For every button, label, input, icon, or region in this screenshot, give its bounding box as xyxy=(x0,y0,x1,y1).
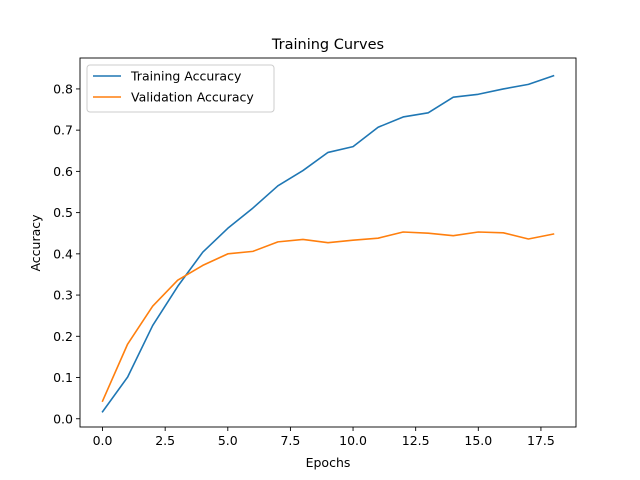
plot-frame xyxy=(79,57,577,428)
y-axis-label: Accuracy xyxy=(28,214,43,272)
y-tick-label: 0.6 xyxy=(53,164,73,179)
x-tick-label: 17.5 xyxy=(527,433,555,448)
x-tick-label: 0.0 xyxy=(93,433,113,448)
x-tick-label: 15.0 xyxy=(464,433,492,448)
y-tick-label: 0.3 xyxy=(53,288,73,303)
x-tick-label: 7.5 xyxy=(280,433,300,448)
x-tick-label: 5.0 xyxy=(218,433,238,448)
y-tick-label: 0.8 xyxy=(53,81,73,96)
series-line-2 xyxy=(101,231,555,403)
y-tick-label: 0.4 xyxy=(53,246,73,261)
plot-area: 0.0 2.5 5.0 7.5 10.0 12.5 15.0 17.5 0.0 0.1 0.2 0.3… xyxy=(53,57,577,448)
y-tick-label: 0.0 xyxy=(53,411,73,426)
x-tick-label: 10.0 xyxy=(339,433,367,448)
legend-label-1: Training Accuracy xyxy=(130,69,242,84)
x-axis-label: Epochs xyxy=(306,455,351,470)
y-tick-label: 0.2 xyxy=(53,329,73,344)
legend-label-2: Validation Accuracy xyxy=(131,90,254,105)
y-tick-label: 0.1 xyxy=(53,370,73,385)
x-tick-label: 12.5 xyxy=(402,433,430,448)
chart-title: Training Curves xyxy=(271,37,384,53)
y-tick-label: 0.5 xyxy=(53,205,73,220)
y-tick-label: 0.7 xyxy=(53,123,73,138)
x-tick-label: 2.5 xyxy=(155,433,175,448)
legend-box xyxy=(86,64,275,113)
series-line-1 xyxy=(101,74,555,413)
